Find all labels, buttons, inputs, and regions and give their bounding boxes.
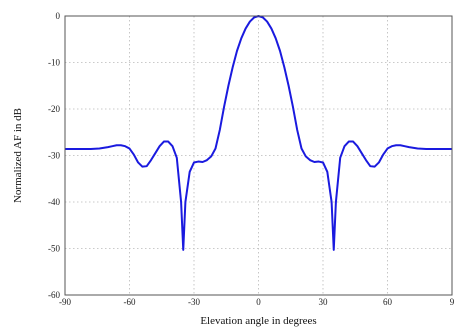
x-axis-label: Elevation angle in degrees bbox=[200, 315, 316, 327]
plot-frame bbox=[64, 15, 453, 296]
x-tick-label: -90 bbox=[59, 297, 71, 307]
y-tick-label: -20 bbox=[48, 104, 60, 114]
grid-lines bbox=[65, 16, 452, 295]
y-tick-label: -50 bbox=[48, 244, 60, 254]
y-axis-label: Normalized AF in dB bbox=[12, 108, 24, 203]
x-tick-label: 9 bbox=[450, 297, 454, 307]
x-tick-label: 0 bbox=[256, 297, 261, 307]
x-tick-label: 30 bbox=[319, 297, 329, 307]
tick-labels: -90 -60 -30 0 30 60 90-10-20-30-40-50-60 bbox=[48, 11, 454, 307]
y-tick-label: -40 bbox=[48, 197, 60, 207]
x-tick-label: -60 bbox=[124, 297, 136, 307]
y-tick-label: -60 bbox=[48, 290, 60, 300]
y-tick-label: 0 bbox=[56, 11, 61, 21]
y-tick-label: -10 bbox=[48, 58, 60, 68]
x-tick-label: -30 bbox=[188, 297, 200, 307]
y-tick-label: -30 bbox=[48, 151, 60, 161]
x-tick-label: 60 bbox=[383, 297, 393, 307]
